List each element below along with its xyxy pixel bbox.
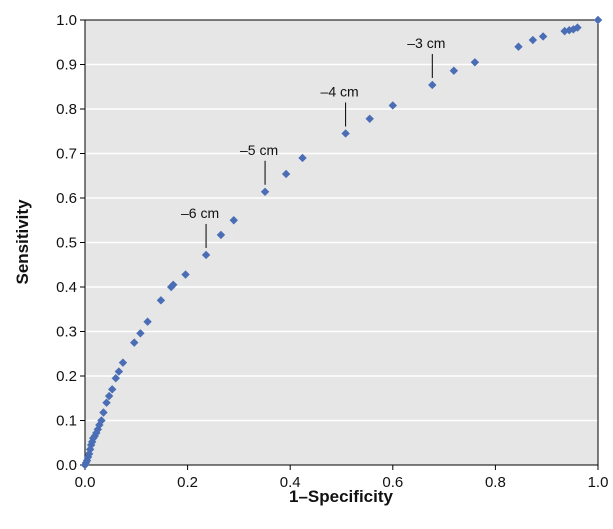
data-point — [260, 187, 270, 196]
annotations: –6 cm –5 cm –4 cm –3 cm — [181, 35, 445, 248]
data-point — [388, 101, 397, 110]
x-tick-label: 1.0 — [588, 474, 609, 491]
data-point — [104, 391, 114, 401]
data-point — [298, 153, 307, 163]
annotation-label: –4 cm — [321, 83, 359, 99]
data-point — [428, 80, 437, 90]
y-tick-label: 0.2 — [56, 368, 77, 385]
data-point — [569, 25, 578, 34]
data-point — [216, 230, 226, 240]
data-point — [201, 250, 211, 260]
data-point — [95, 420, 104, 430]
data-point — [229, 216, 238, 225]
data-point — [565, 26, 574, 35]
y-axis: 0.0 0.1 0.2 0.3 0.4 0.5 0.6 0.7 0.8 0.9 1.0 — [56, 12, 85, 474]
x-tick-label: 0.6 — [382, 474, 403, 491]
data-point — [514, 42, 523, 51]
x-tick-label: 0.8 — [485, 474, 506, 491]
x-tick-label: 0.0 — [75, 474, 96, 491]
x-tick-label: 0.4 — [280, 474, 301, 491]
data-point — [136, 329, 145, 338]
x-tick-label: 0.2 — [177, 474, 198, 491]
annotation-label: –3 cm — [407, 35, 445, 51]
data-point — [470, 58, 480, 67]
y-tick-label: 1.0 — [56, 12, 77, 29]
data-point — [114, 367, 124, 376]
data-point — [111, 374, 120, 383]
y-axis-title: Sensitivity — [13, 199, 32, 285]
y-tick-label: 0.5 — [56, 235, 77, 252]
data-point — [97, 416, 106, 425]
y-tick-label: 0.9 — [56, 57, 77, 74]
y-tick-label: 0.3 — [56, 324, 77, 341]
x-axis-title: 1–Specificity — [289, 487, 393, 506]
data-point — [143, 317, 152, 326]
y-tick-label: 0.7 — [56, 146, 77, 163]
data-point — [169, 280, 178, 289]
y-tick-label: 0.1 — [56, 413, 77, 430]
annotation-label: –6 cm — [181, 205, 219, 221]
data-point — [107, 385, 117, 394]
data-point — [341, 129, 350, 138]
data-point — [538, 32, 548, 41]
data-point — [130, 338, 139, 347]
y-tick-label: 0.4 — [56, 279, 77, 296]
data-points — [80, 15, 603, 470]
data-point — [102, 398, 111, 407]
data-point — [365, 114, 374, 123]
data-point — [449, 66, 459, 75]
data-point — [573, 23, 582, 32]
y-tick-label: 0.0 — [56, 457, 77, 474]
data-point — [528, 35, 538, 45]
data-point — [181, 270, 190, 279]
annotation-label: –5 cm — [240, 142, 278, 158]
data-point — [99, 408, 108, 417]
x-axis: 0.0 0.2 0.4 0.6 0.8 1.0 — [75, 465, 609, 491]
data-point — [593, 15, 603, 25]
data-point — [84, 449, 94, 459]
y-tick-label: 0.6 — [56, 190, 77, 207]
data-point — [156, 296, 166, 305]
data-point — [281, 169, 291, 179]
data-point — [118, 358, 128, 367]
y-tick-label: 0.8 — [56, 101, 77, 118]
